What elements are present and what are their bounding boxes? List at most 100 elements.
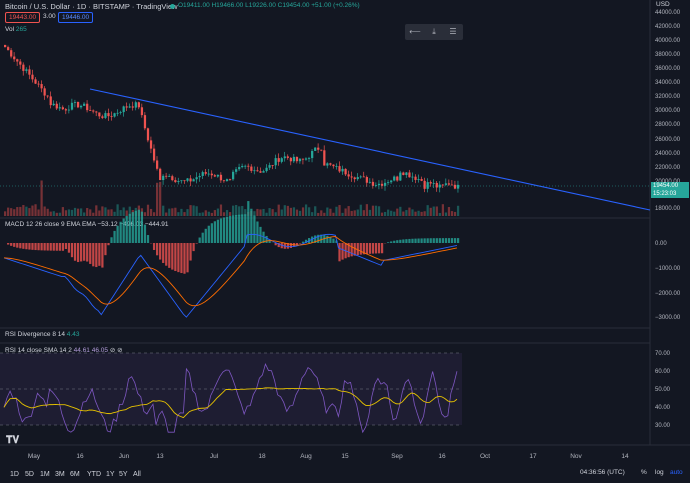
candle-body	[76, 101, 80, 108]
volume-bar	[414, 211, 417, 216]
volume-bar	[390, 210, 393, 216]
candle-body	[116, 112, 119, 114]
volume-bar	[232, 205, 235, 216]
volume-bar	[159, 181, 162, 216]
candle-body	[207, 173, 210, 175]
macd-line	[3, 233, 458, 318]
log-toggle[interactable]: log	[655, 469, 664, 476]
macd-histogram-bar	[31, 243, 34, 250]
candle-body	[377, 183, 381, 186]
bid-price[interactable]: 19443.00	[5, 12, 41, 23]
macd-tick: 0.00	[655, 241, 667, 247]
macd-histogram-bar	[34, 243, 37, 251]
rsi-line	[3, 362, 458, 434]
candle-body	[52, 103, 55, 106]
volume-bar	[43, 206, 46, 216]
macd-histogram-bar	[156, 243, 159, 256]
symbol-title[interactable]: Bitcoin / U.S. Dollar · 1D · BITSTAMP · …	[5, 2, 178, 11]
range-1d[interactable]: 1D	[10, 471, 19, 478]
macd-histogram-bar	[40, 243, 43, 251]
volume-bar	[292, 207, 296, 216]
volume-bar	[171, 208, 174, 216]
candle-body	[131, 106, 134, 108]
candle-body	[447, 183, 451, 185]
range-ytd[interactable]: YTD	[87, 471, 101, 478]
range-1m[interactable]: 1M	[40, 471, 50, 478]
macd-histogram-bar	[7, 243, 10, 245]
macd-signal-line	[3, 236, 458, 307]
candle-body	[46, 95, 49, 97]
trend-line[interactable]	[89, 88, 651, 211]
candle-body	[256, 170, 259, 172]
macd-histogram-bar	[25, 243, 28, 250]
volume-bar	[37, 209, 40, 216]
percent-toggle[interactable]: %	[641, 469, 647, 476]
candle-body	[107, 113, 110, 117]
range-1y[interactable]: 1Y	[106, 471, 115, 478]
volume-bar	[52, 211, 55, 216]
macd-histogram-bar	[374, 243, 378, 254]
candle-body	[25, 69, 28, 71]
horizontal-line-icon[interactable]: ⟵	[409, 27, 421, 36]
macd-histogram-bar	[423, 238, 426, 243]
fib-icon[interactable]: ☰	[449, 27, 457, 36]
candle-body	[353, 177, 356, 180]
volume-bar	[40, 180, 43, 216]
utc-clock[interactable]: 04:36:56 (UTC)	[580, 469, 625, 476]
macd-histogram-bar	[89, 243, 92, 264]
volume-bar	[350, 210, 353, 216]
rsi-tick: 60.00	[655, 369, 671, 375]
candle-body	[308, 158, 311, 159]
macd-histogram-bar	[134, 210, 137, 243]
volume-bar	[186, 209, 189, 216]
volume-bar	[274, 212, 277, 216]
macd-histogram-bar	[201, 232, 204, 243]
range-all[interactable]: All	[133, 471, 141, 478]
candle-body	[210, 173, 213, 176]
volume-bar	[262, 208, 265, 216]
macd-histogram-bar	[332, 238, 335, 243]
volume-bar	[61, 207, 64, 216]
candle-body	[146, 128, 150, 141]
macd-histogram-bar	[83, 243, 86, 261]
macd-histogram-bar	[92, 243, 95, 267]
auto-toggle[interactable]: auto	[670, 469, 683, 476]
candle-body	[4, 44, 7, 48]
candle-body	[49, 96, 52, 106]
macd-histogram-bar	[70, 243, 74, 258]
macd-histogram-bar	[61, 243, 64, 251]
volume-bar	[7, 207, 10, 216]
range-5d[interactable]: 5D	[25, 471, 34, 478]
volume-bar	[34, 204, 37, 216]
volume-bar	[10, 208, 13, 216]
macd-histogram-bar	[22, 243, 25, 249]
candle-body	[134, 102, 137, 108]
price-tick: 32000.00	[655, 94, 681, 100]
macd-histogram-bar	[146, 235, 150, 243]
macd-tick: −3000.00	[655, 315, 681, 321]
ask-price[interactable]: 19446.00	[58, 12, 94, 23]
volume-bar	[195, 206, 198, 216]
volume-bar	[380, 212, 384, 216]
volume-bar	[67, 209, 71, 216]
range-6m[interactable]: 6M	[70, 471, 80, 478]
arrow-icon[interactable]: ⤓	[432, 27, 436, 36]
range-5y[interactable]: 5Y	[119, 471, 128, 478]
macd-histogram-bar	[119, 221, 122, 243]
time-tick: May	[28, 453, 41, 460]
volume-bar	[280, 209, 283, 216]
range-3m[interactable]: 3M	[55, 471, 65, 478]
macd-histogram-bar	[265, 235, 268, 243]
candle-body	[40, 84, 43, 89]
macd-tick: −1000.00	[655, 266, 681, 272]
candle-body	[429, 182, 432, 184]
candle-body	[347, 174, 350, 177]
candle-body	[332, 164, 335, 167]
candle-body	[356, 177, 359, 180]
candle-body	[16, 59, 19, 62]
price-tick: 26000.00	[655, 137, 681, 143]
candle-body	[180, 180, 183, 182]
macd-histogram-bar	[356, 243, 359, 256]
volume-bar	[143, 212, 147, 216]
